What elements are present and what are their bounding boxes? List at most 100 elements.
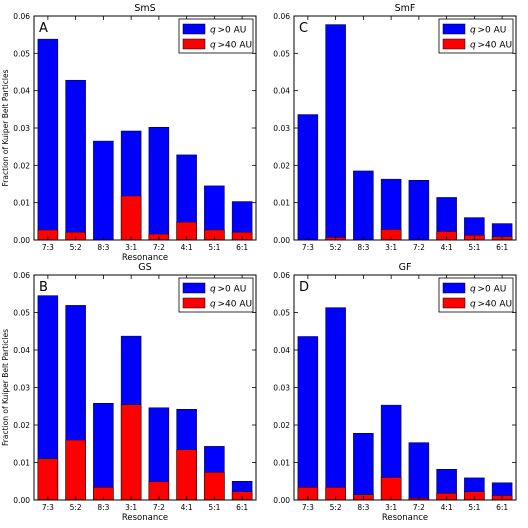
- x-tick-label: 3:1: [385, 503, 397, 512]
- y-tick-label: 0.05: [13, 309, 30, 318]
- x-tick-label: 8:3: [97, 503, 109, 512]
- y-tick-label: 0.04: [273, 346, 290, 355]
- legend-swatch: [442, 282, 466, 294]
- y-tick-label: 0.05: [13, 49, 30, 58]
- x-tick-label: 7:2: [153, 503, 165, 512]
- legend-label: q >0 AU: [470, 285, 506, 295]
- y-tick-label: 0.00: [273, 496, 290, 505]
- bar-q40: [120, 195, 142, 241]
- x-axis-label: Resonance: [122, 253, 168, 263]
- plot-frame: [293, 274, 517, 501]
- bar-q0: [353, 433, 374, 501]
- chart-title: SmS: [134, 3, 155, 14]
- x-tick-label: 6:1: [236, 243, 248, 252]
- bar-q40: [65, 439, 86, 501]
- legend-label: q >40 AU: [210, 300, 252, 310]
- legend-swatch: [182, 297, 206, 309]
- bar-q0: [93, 403, 114, 501]
- x-tick-label: 5:2: [70, 503, 82, 512]
- y-axis-label: Fraction of Kuiper Belt Particles: [1, 69, 10, 186]
- x-tick-label: 5:2: [70, 243, 82, 252]
- x-tick-label: 7:3: [302, 243, 314, 252]
- bar-q0: [408, 180, 430, 241]
- x-tick-label: 8:3: [357, 243, 369, 252]
- x-tick-label: 7:2: [153, 243, 165, 252]
- x-tick-label: 3:1: [125, 243, 137, 252]
- panel-label: D: [299, 280, 309, 295]
- legend-label: q >40 AU: [470, 41, 512, 51]
- legend: q >0 AU q >40 AU: [178, 18, 254, 54]
- y-tick-label: 0.03: [13, 124, 30, 133]
- y-tick-label: 0.00: [273, 236, 290, 245]
- y-tick-label: 0.06: [13, 271, 30, 280]
- plot-frame: [293, 15, 517, 241]
- x-tick-label: 5:1: [468, 503, 480, 512]
- legend-label: q >0 AU: [210, 26, 246, 36]
- y-tick-label: 0.05: [273, 49, 290, 58]
- x-tick-label: 5:1: [208, 243, 220, 252]
- legend-label: q >40 AU: [470, 300, 512, 310]
- x-tick-label: 5:1: [208, 503, 220, 512]
- x-tick-label: 7:2: [413, 243, 425, 252]
- y-tick-label: 0.04: [273, 87, 290, 96]
- legend: q >0 AU q >40 AU: [178, 277, 254, 313]
- chart-panel: 0.00 0.01 0.02 0.03 0.04 0.05 0.06 7:3 5:2 8:3 3:1…: [1, 262, 257, 523]
- bar-q0: [408, 442, 430, 501]
- bar-q0: [148, 127, 170, 241]
- chart-title: SmF: [395, 3, 416, 14]
- legend-swatch: [442, 38, 466, 50]
- x-tick-label: 4:1: [441, 243, 453, 252]
- y-tick-label: 0.03: [13, 384, 30, 393]
- y-tick-label: 0.06: [273, 271, 290, 280]
- x-tick-label: 4:1: [441, 503, 453, 512]
- legend-swatch: [182, 38, 206, 50]
- legend-swatch: [442, 297, 466, 309]
- bar-q40: [204, 472, 225, 501]
- x-tick-label: 5:2: [330, 503, 342, 512]
- y-tick-label: 0.03: [273, 384, 290, 393]
- bar-q0: [37, 38, 59, 241]
- bar-q0: [93, 140, 114, 241]
- chart-panel: 0.00 0.01 0.02 0.03 0.04 0.05 0.06 7:3 5:2 8:3 3:1…: [273, 262, 517, 523]
- y-tick-label: 0.02: [273, 421, 290, 430]
- bar-q0: [65, 79, 86, 241]
- x-tick-label: 3:1: [385, 243, 397, 252]
- bar-q0: [325, 307, 346, 501]
- chart-title: GF: [399, 262, 412, 273]
- plot-frame: [33, 15, 257, 241]
- legend-label: q >40 AU: [210, 41, 252, 51]
- x-tick-label: 6:1: [496, 243, 508, 252]
- y-tick-label: 0.02: [13, 421, 30, 430]
- x-tick-label: 8:3: [357, 503, 369, 512]
- bar-q0: [325, 24, 346, 241]
- y-tick-label: 0.02: [13, 161, 30, 170]
- x-axis-label: Resonance: [122, 513, 168, 523]
- bar-q0: [353, 170, 374, 241]
- y-tick-label: 0.03: [273, 124, 290, 133]
- legend-label: q >0 AU: [470, 26, 506, 36]
- x-tick-label: 7:3: [42, 503, 54, 512]
- legend-swatch: [182, 23, 206, 35]
- legend-swatch: [442, 23, 466, 35]
- x-tick-label: 7:3: [42, 243, 54, 252]
- y-tick-label: 0.06: [13, 12, 30, 21]
- y-tick-label: 0.00: [13, 236, 30, 245]
- y-tick-label: 0.04: [13, 346, 30, 355]
- x-tick-label: 4:1: [181, 503, 193, 512]
- x-tick-label: 6:1: [236, 503, 248, 512]
- x-tick-label: 5:1: [468, 243, 480, 252]
- panel-label: B: [39, 280, 48, 295]
- x-tick-label: 5:2: [330, 243, 342, 252]
- legend: q >0 AU q >40 AU: [438, 277, 514, 313]
- bar-q40: [176, 449, 197, 501]
- bar-q40: [37, 458, 59, 501]
- panel-label: C: [299, 21, 308, 36]
- y-tick-label: 0.06: [273, 12, 290, 21]
- chart-panel: 0.00 0.01 0.02 0.03 0.04 0.05 0.06 7:3 5:2 8:3 3:1…: [273, 3, 517, 252]
- y-tick-label: 0.01: [13, 459, 30, 468]
- y-tick-label: 0.01: [13, 199, 30, 208]
- x-tick-label: 7:3: [302, 503, 314, 512]
- legend-label: q >0 AU: [210, 285, 246, 295]
- bar-q0: [297, 336, 319, 501]
